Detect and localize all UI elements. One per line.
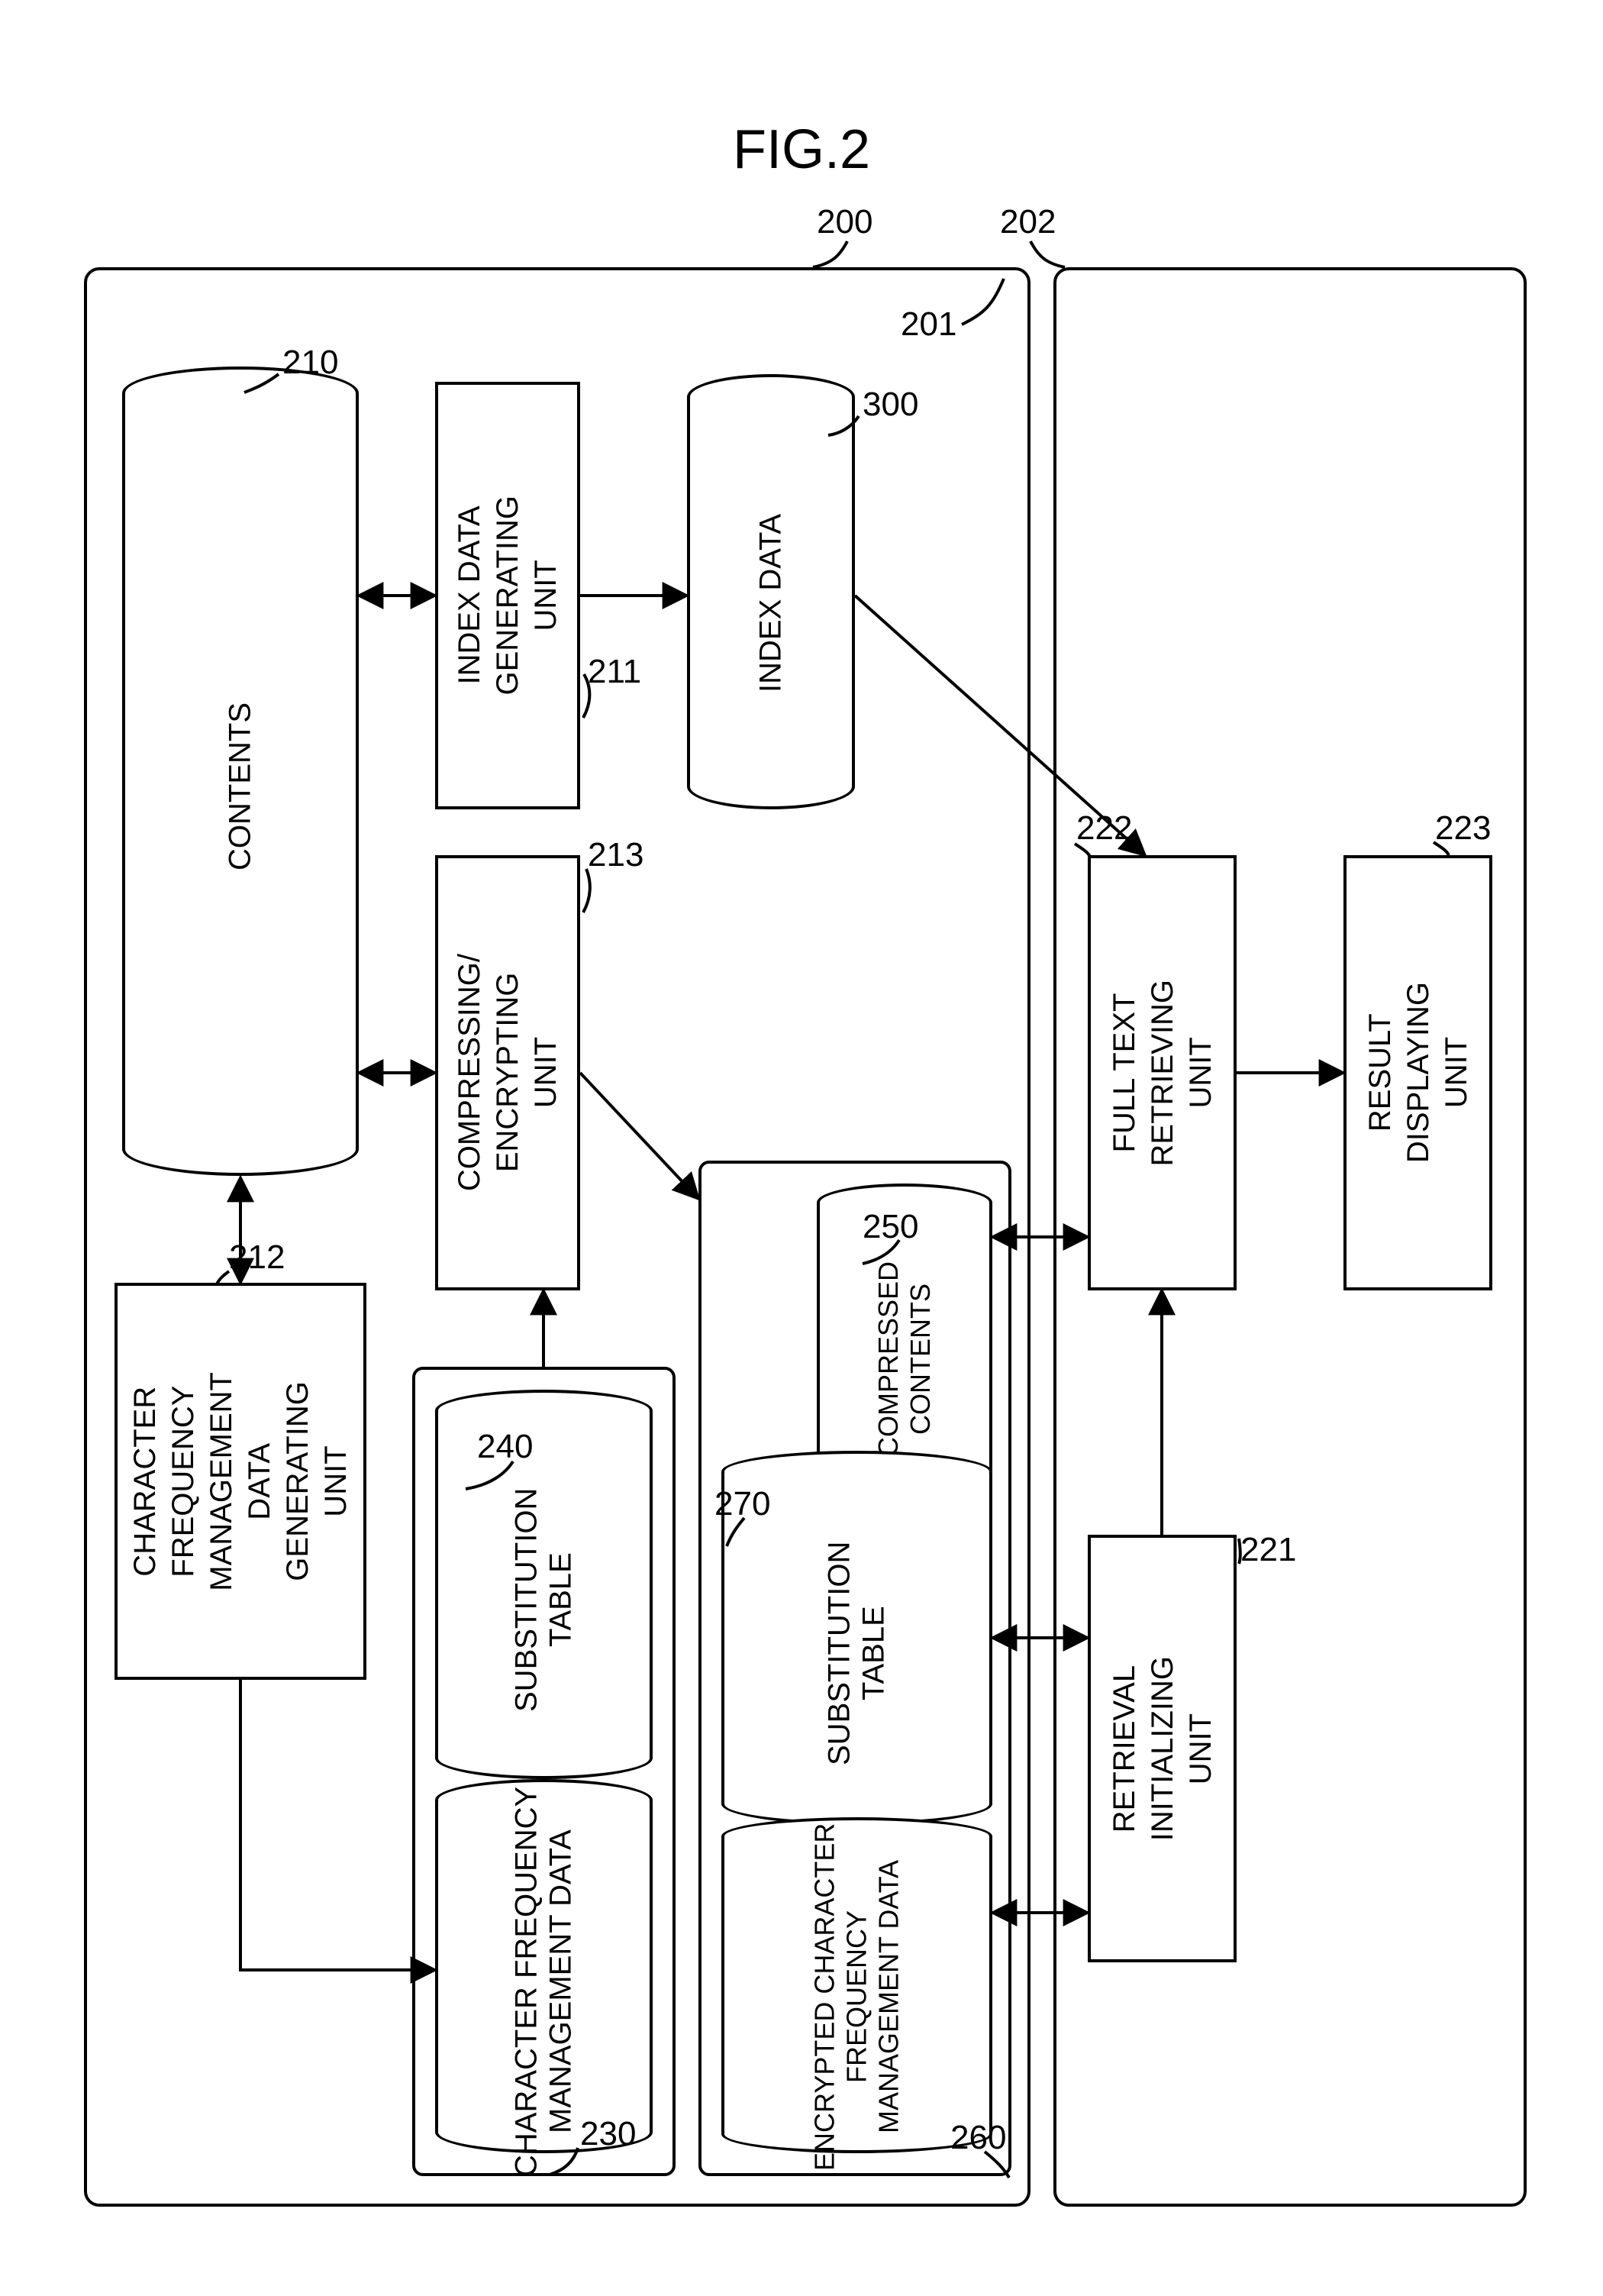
cylinder-260-label: ENCRYPTED CHARACTER FREQUENCY MANAGEMENT… xyxy=(721,1859,992,2134)
ref-211: 211 xyxy=(588,653,641,691)
figure-title: FIG.2 xyxy=(687,118,916,181)
box-223-label: RESULT DISPLAYING UNIT xyxy=(1361,982,1476,1163)
ref-213: 213 xyxy=(588,836,643,874)
box-221-label: RETRIEVAL INITIALIZING UNIT xyxy=(1105,1656,1220,1841)
box-compressing-encrypting-unit: COMPRESSING/ ENCRYPTING UNIT xyxy=(435,855,580,1290)
box-retrieval-initializing-unit: RETRIEVAL INITIALIZING UNIT xyxy=(1088,1535,1237,1962)
cylinder-contents-label: CONTENTS xyxy=(122,428,359,1145)
cylinder-230-label: CHARACTER FREQUENCY MANAGEMENT DATA xyxy=(435,1829,653,2134)
ref-201: 201 xyxy=(901,305,956,344)
box-222-label: FULL TEXT RETRIEVING UNIT xyxy=(1105,980,1220,1166)
ref-260: 260 xyxy=(950,2119,1006,2157)
box-full-text-retrieving-unit: FULL TEXT RETRIEVING UNIT xyxy=(1088,855,1237,1290)
cylinder-index-data-label: INDEX DATA xyxy=(687,428,855,779)
ref-210: 210 xyxy=(282,344,338,382)
ref-221: 221 xyxy=(1240,1531,1296,1569)
ref-212: 212 xyxy=(229,1238,285,1277)
box-213-label: COMPRESSING/ ENCRYPTING UNIT xyxy=(450,954,565,1191)
ref-250: 250 xyxy=(863,1208,918,1246)
cylinder-270-label: SUBSTITUTION TABLE xyxy=(721,1500,992,1806)
ref-200: 200 xyxy=(817,203,872,241)
cylinder-char-freq-mgmt-230: CHARACTER FREQUENCY MANAGEMENT DATA xyxy=(435,1779,653,2153)
box-result-displaying-unit: RESULT DISPLAYING UNIT xyxy=(1343,855,1492,1290)
cylinder-substitution-table-240: SUBSTITUTION TABLE xyxy=(435,1390,653,1779)
cylinder-contents: CONTENTS xyxy=(122,367,359,1176)
cylinder-index-data: INDEX DATA xyxy=(687,374,855,809)
ref-230: 230 xyxy=(580,2115,636,2153)
ref-300: 300 xyxy=(863,386,918,424)
box-char-freq-generating-unit: CHARACTER FREQUENCY MANAGEMENT DATA GENE… xyxy=(114,1283,366,1680)
ref-222: 222 xyxy=(1076,809,1132,848)
box-211-label: INDEX DATA GENERATING UNIT xyxy=(450,496,565,696)
box-index-data-generating-unit: INDEX DATA GENERATING UNIT xyxy=(435,382,580,809)
box-212-label: CHARACTER FREQUENCY MANAGEMENT DATA GENE… xyxy=(126,1372,355,1591)
ref-223: 223 xyxy=(1435,809,1491,848)
ref-270: 270 xyxy=(714,1485,770,1523)
cylinder-240-label: SUBSTITUTION TABLE xyxy=(435,1439,653,1760)
cylinder-encrypted-char-freq-260: ENCRYPTED CHARACTER FREQUENCY MANAGEMENT… xyxy=(721,1817,992,2153)
ref-202: 202 xyxy=(1000,203,1056,241)
ref-240: 240 xyxy=(477,1428,533,1466)
